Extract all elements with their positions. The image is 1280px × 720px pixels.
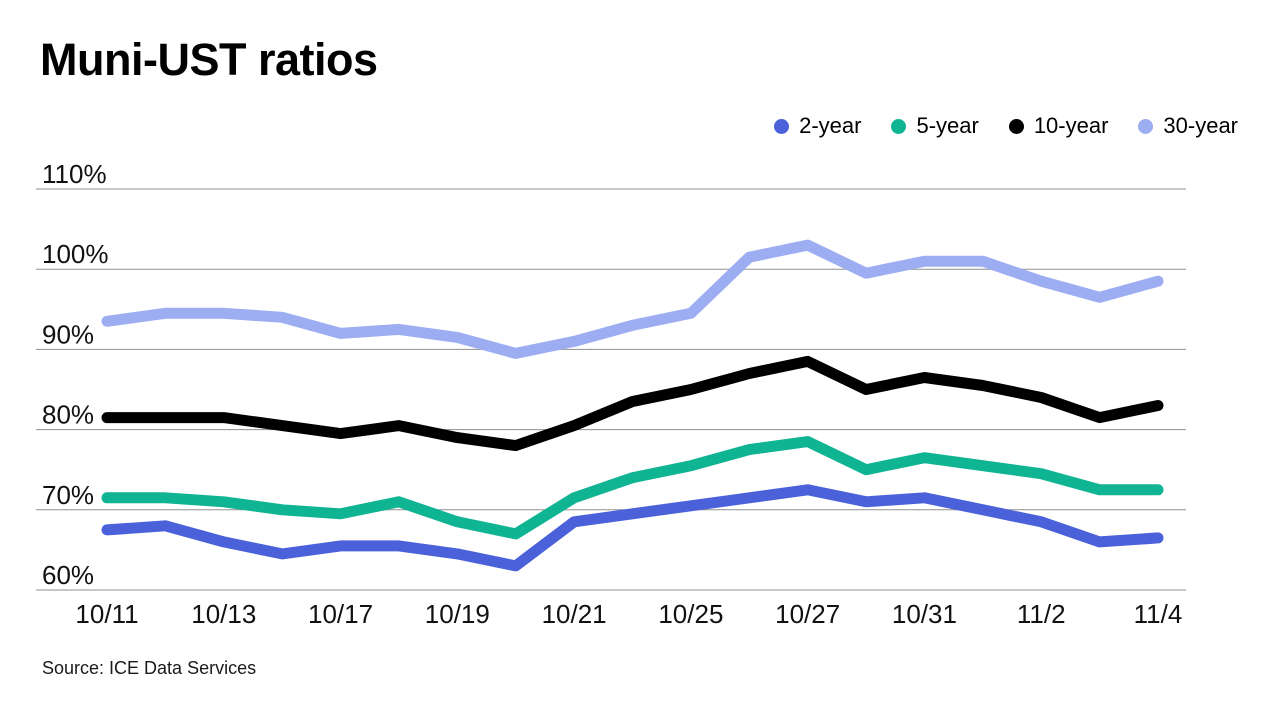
- legend-label: 2-year: [799, 113, 862, 138]
- x-axis-label-10/13: 10/13: [191, 599, 256, 629]
- series-line-30-year: [101, 239, 1164, 359]
- chart-title: Muni-UST ratios: [40, 34, 378, 85]
- x-axis-label-10/31: 10/31: [892, 599, 957, 629]
- x-axis-label-10/11: 10/11: [75, 599, 138, 629]
- chart-legend: 2-year 5-year 10-year 30-year: [774, 113, 1238, 139]
- y-axis-label-110: 110%: [42, 159, 107, 189]
- x-axis-label-10/21: 10/21: [542, 599, 607, 629]
- x-axis-label-10/25: 10/25: [658, 599, 723, 629]
- legend-item-30-year: 30-year: [1138, 113, 1238, 139]
- y-axis-label-60: 60%: [42, 560, 94, 590]
- series-line-5-year: [101, 436, 1164, 540]
- legend-dot-icon: [1138, 118, 1154, 134]
- legend-label: 30-year: [1163, 113, 1238, 138]
- legend-label: 5-year: [916, 113, 979, 138]
- series-line-10-year: [101, 355, 1164, 452]
- legend-item-10-year: 10-year: [1008, 113, 1109, 139]
- series-line-2-year: [101, 484, 1164, 572]
- source-note: Source: ICE Data Services: [42, 658, 257, 678]
- legend-dot-icon: [774, 118, 790, 134]
- y-axis-label-70: 70%: [42, 480, 94, 510]
- legend-dot-icon: [1008, 118, 1024, 134]
- y-axis-label-80: 80%: [42, 400, 94, 430]
- legend-dot-icon: [891, 118, 907, 134]
- x-axis-label-10/19: 10/19: [425, 599, 490, 629]
- x-axis-label-11/4: 11/4: [1134, 599, 1183, 629]
- x-axis-label-10/17: 10/17: [308, 599, 373, 629]
- x-axis-label-11/2: 11/2: [1017, 599, 1066, 629]
- legend-item-2-year: 2-year: [774, 113, 861, 139]
- x-axis-label-10/27: 10/27: [775, 599, 840, 629]
- legend-label: 10-year: [1033, 113, 1109, 138]
- y-axis-label-100: 100%: [42, 239, 109, 269]
- y-axis-label-90: 90%: [42, 319, 94, 349]
- legend-item-5-year: 5-year: [891, 113, 979, 139]
